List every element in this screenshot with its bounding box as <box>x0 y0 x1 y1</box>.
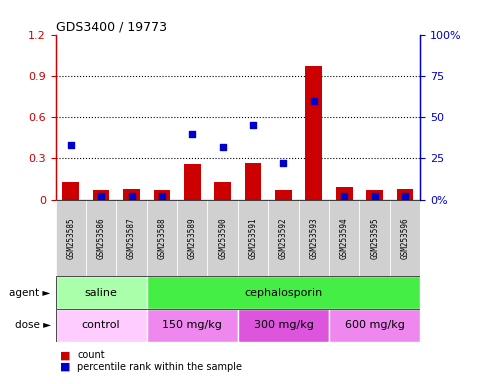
Text: control: control <box>82 320 120 331</box>
Bar <box>268 200 298 276</box>
Bar <box>214 182 231 200</box>
Bar <box>397 189 413 200</box>
Bar <box>359 200 390 276</box>
Bar <box>62 182 79 200</box>
Bar <box>238 200 268 276</box>
Text: GSM253594: GSM253594 <box>340 217 349 259</box>
Bar <box>305 66 322 200</box>
Text: GSM253595: GSM253595 <box>370 217 379 259</box>
Point <box>128 193 135 199</box>
Text: GDS3400 / 19773: GDS3400 / 19773 <box>56 20 167 33</box>
Bar <box>147 200 177 276</box>
Bar <box>366 190 383 200</box>
Text: GSM253588: GSM253588 <box>157 217 167 259</box>
Bar <box>390 200 420 276</box>
Point <box>341 193 348 199</box>
Text: GSM253589: GSM253589 <box>188 217 197 259</box>
Bar <box>93 190 110 200</box>
Bar <box>147 276 420 309</box>
Text: 600 mg/kg: 600 mg/kg <box>345 320 405 331</box>
Point <box>310 98 318 104</box>
Text: count: count <box>77 350 105 360</box>
Text: GSM253596: GSM253596 <box>400 217 410 259</box>
Bar <box>336 187 353 200</box>
Bar <box>177 200 208 276</box>
Point <box>401 193 409 199</box>
Bar <box>208 200 238 276</box>
Point <box>188 131 196 137</box>
Point <box>219 144 227 150</box>
Text: 150 mg/kg: 150 mg/kg <box>162 320 222 331</box>
Point <box>249 122 257 128</box>
Bar <box>56 200 86 276</box>
Point <box>67 142 74 148</box>
Bar <box>116 200 147 276</box>
Point <box>371 193 379 199</box>
Bar <box>154 190 170 200</box>
Text: ■: ■ <box>60 350 71 360</box>
Text: GSM253587: GSM253587 <box>127 217 136 259</box>
Text: agent ►: agent ► <box>9 288 51 298</box>
Text: 300 mg/kg: 300 mg/kg <box>254 320 313 331</box>
Text: cephalosporin: cephalosporin <box>244 288 323 298</box>
Text: GSM253585: GSM253585 <box>66 217 75 259</box>
Bar <box>56 276 147 309</box>
Text: ■: ■ <box>60 362 71 372</box>
Bar <box>329 200 359 276</box>
Text: GSM253591: GSM253591 <box>249 217 257 259</box>
Bar <box>184 164 200 200</box>
Text: saline: saline <box>85 288 117 298</box>
Bar <box>245 162 261 200</box>
Bar <box>298 200 329 276</box>
Bar <box>329 309 420 342</box>
Point <box>97 193 105 199</box>
Text: percentile rank within the sample: percentile rank within the sample <box>77 362 242 372</box>
Text: GSM253593: GSM253593 <box>309 217 318 259</box>
Text: dose ►: dose ► <box>14 320 51 331</box>
Point <box>280 160 287 166</box>
Bar <box>123 189 140 200</box>
Bar <box>238 309 329 342</box>
Text: GSM253586: GSM253586 <box>97 217 106 259</box>
Text: GSM253590: GSM253590 <box>218 217 227 259</box>
Bar <box>147 309 238 342</box>
Text: GSM253592: GSM253592 <box>279 217 288 259</box>
Bar <box>86 200 116 276</box>
Bar <box>56 309 147 342</box>
Point <box>158 193 166 199</box>
Bar <box>275 190 292 200</box>
